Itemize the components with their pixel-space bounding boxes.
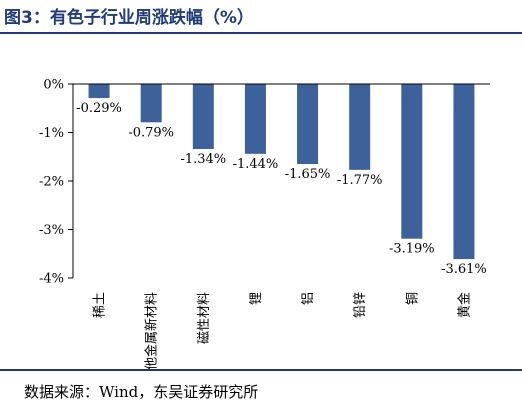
bar-chart: 0%-1%-2%-3%-4% -0.29%-0.79%-1.34% -1.44%-…: [39, 78, 490, 370]
x-tick-label: 铜: [405, 292, 420, 305]
x-tick-label: 稀土: [93, 292, 108, 318]
x-tick-label: 磁性材料: [197, 292, 212, 344]
bar: [401, 84, 423, 239]
data-label: -1.34%: [180, 152, 226, 167]
bar: [349, 84, 371, 170]
x-tick-label: 黄金: [456, 292, 472, 318]
x-tick-label: 其他金属新材料: [144, 292, 160, 370]
data-label: -0.29%: [76, 101, 122, 116]
x-tick-label: 铝: [301, 292, 316, 305]
data-labels: -0.29% -0.79% -1.34% -1.44% -1.65% -1.77% -3.1…: [76, 101, 487, 277]
x-tick-label: 锂: [249, 292, 264, 305]
y-axis: 0% -1% -2% -3% -4%: [39, 78, 74, 287]
title-divider: [0, 32, 522, 34]
y-tick-label: 0%: [43, 78, 64, 93]
bar: [453, 84, 475, 260]
bar: [192, 84, 214, 149]
bar: [244, 84, 266, 154]
y-tick-label: -4%: [39, 272, 64, 287]
figure-title: 图3：有色子行业周涨跌幅（%）: [4, 8, 254, 28]
x-axis: 稀土 其他金属新材料 磁性材料 锂 铝 铅锌 铜 黄金: [73, 83, 490, 370]
bar: [88, 84, 110, 99]
y-tick-label: -2%: [39, 175, 64, 190]
bar: [140, 84, 162, 123]
data-label: -1.65%: [285, 167, 331, 182]
x-tick-label: 铅锌: [353, 292, 368, 318]
data-label: -3.19%: [389, 242, 435, 257]
source-note: 数据来源：Wind，东吴证券研究所: [24, 383, 259, 401]
source-divider: [0, 369, 522, 371]
data-label: -1.77%: [337, 173, 383, 188]
y-tick-label: -1%: [39, 126, 64, 141]
bar: [297, 84, 319, 165]
data-label: -1.44%: [233, 157, 279, 172]
data-label: -3.61%: [441, 262, 487, 277]
data-label: -0.79%: [128, 125, 174, 140]
y-tick-label: -3%: [39, 223, 64, 238]
bars: [88, 84, 475, 260]
